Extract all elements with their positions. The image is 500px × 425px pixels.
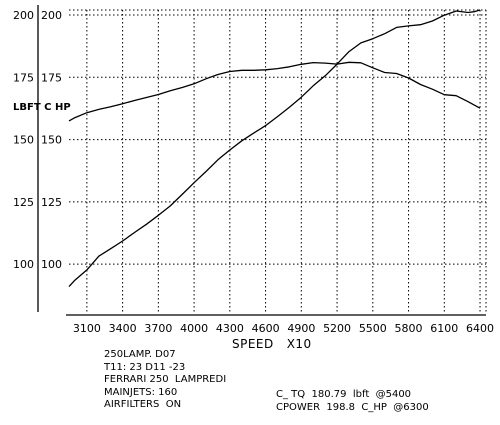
y-axis-title: LBFT C HP [13,102,71,113]
x-axis-title: SPEED X10 [232,337,312,351]
y-tick-label-right: 125 [41,196,62,209]
y-tick-label-left: 100 [13,258,34,271]
x-tick-label: 3100 [73,322,101,335]
y-tick-label-left: 200 [13,9,34,22]
run-notes: 250LAMP. D07 T11: 23 D11 -23 FERRARI 250… [104,349,227,410]
y-tick-label-right: 175 [41,71,62,84]
x-tick-label: 4900 [287,322,315,335]
x-tick-label: 4000 [180,322,208,335]
x-tick-label: 3700 [144,322,172,335]
y-tick-label-right: 100 [41,258,62,271]
x-tick-label: 4300 [216,322,244,335]
y-tick-label-left: 125 [13,196,34,209]
y-tick-label-right: 200 [41,9,62,22]
x-tick-label: 6400 [466,322,494,335]
y-tick-label-right: 150 [41,134,62,147]
peak-summary: C_ TQ 180.79 lbft @5400 CPOWER 198.8 C_H… [276,389,429,413]
series-line-2 [68,9,481,288]
x-tick-label: 4600 [252,322,280,335]
x-tick-label: 5500 [359,322,387,335]
x-tick-label: 5200 [323,322,351,335]
x-tick-label: 6100 [430,322,458,335]
x-tick-label: 3400 [109,322,137,335]
x-tick-label: 5800 [395,322,423,335]
series-line-1 [68,61,481,122]
y-tick-label-left: 150 [13,134,34,147]
y-tick-label-left: 175 [13,71,34,84]
